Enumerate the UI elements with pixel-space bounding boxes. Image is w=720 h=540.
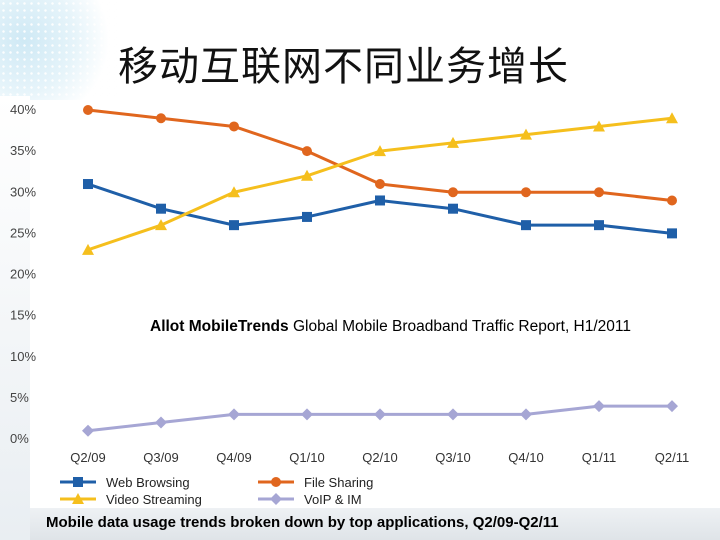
data-point-voip-im <box>155 416 167 429</box>
data-point-video-streaming <box>301 169 313 181</box>
data-point-web-browsing <box>521 220 531 231</box>
y-tick-label: 5% <box>10 390 29 405</box>
slide-title: 移动互联网不同业务增长 <box>118 44 569 90</box>
chart-series <box>82 105 678 437</box>
data-point-web-browsing <box>83 179 93 190</box>
y-tick-label: 20% <box>10 267 36 282</box>
x-tick-label: Q2/10 <box>362 450 397 465</box>
x-tick-label: Q4/09 <box>216 450 251 465</box>
data-point-web-browsing <box>375 195 385 206</box>
y-tick-label: 40% <box>10 102 36 117</box>
data-point-file-sharing <box>594 187 604 198</box>
x-axis-ticks: Q2/09 Q3/09 Q4/09 Q1/10 Q2/10 Q3/10 Q4/10 Q1/11… <box>70 450 689 465</box>
data-point-voip-im <box>593 400 605 413</box>
data-point-file-sharing <box>229 121 239 132</box>
legend-marker-file-sharing <box>271 477 281 487</box>
data-point-video-streaming <box>82 243 94 255</box>
data-point-voip-im <box>520 408 532 421</box>
left-border-strip <box>0 96 30 540</box>
data-point-file-sharing <box>375 179 385 190</box>
data-point-voip-im <box>374 408 386 421</box>
data-point-voip-im <box>82 424 94 437</box>
x-tick-label: Q4/10 <box>508 450 543 465</box>
data-point-voip-im <box>447 408 459 421</box>
legend-marker-voip-im <box>270 493 282 505</box>
data-point-video-streaming <box>155 219 167 231</box>
x-tick-label: Q2/09 <box>70 450 105 465</box>
data-point-file-sharing <box>302 146 312 157</box>
data-point-file-sharing <box>156 113 166 124</box>
data-point-file-sharing <box>521 187 531 198</box>
data-point-file-sharing <box>448 187 458 198</box>
data-point-voip-im <box>666 400 678 413</box>
legend-marker-video-streaming <box>72 493 84 504</box>
data-point-video-streaming <box>520 128 532 140</box>
annotation-report-name: Global Mobile Broadband Traffic Report, … <box>288 318 632 335</box>
x-tick-label: Q1/11 <box>582 450 616 465</box>
caption-bar <box>30 508 720 540</box>
legend-label-voip-im: VoIP & IM <box>304 492 362 507</box>
data-point-web-browsing <box>229 220 239 231</box>
data-point-file-sharing <box>667 195 677 206</box>
y-tick-label: 0% <box>10 431 29 446</box>
data-point-video-streaming <box>593 120 605 132</box>
data-point-web-browsing <box>302 211 312 222</box>
y-tick-label: 35% <box>10 143 36 158</box>
x-tick-label: Q3/09 <box>143 450 178 465</box>
background-decoration <box>0 0 120 100</box>
source-annotation: Allot MobileTrends Global Mobile Broadba… <box>150 318 631 336</box>
legend-marker-web-browsing <box>73 477 83 487</box>
annotation-source-name: Allot MobileTrends <box>150 318 289 335</box>
x-tick-label: Q1/10 <box>289 450 324 465</box>
data-point-video-streaming <box>447 136 459 148</box>
y-tick-label: 15% <box>10 308 36 323</box>
data-point-video-streaming <box>228 186 240 198</box>
chart-legend: Web Browsing File Sharing Video Streaming V… <box>60 475 373 507</box>
legend-label-video-streaming: Video Streaming <box>106 492 202 507</box>
data-point-voip-im <box>228 408 240 421</box>
x-tick-label: Q2/11 <box>655 450 689 465</box>
y-tick-label: 10% <box>10 349 36 364</box>
data-point-voip-im <box>301 408 313 421</box>
y-tick-label: 30% <box>10 184 36 199</box>
data-point-web-browsing <box>156 203 166 214</box>
legend-label-file-sharing: File Sharing <box>304 475 373 490</box>
data-point-video-streaming <box>666 112 678 124</box>
data-point-web-browsing <box>667 228 677 239</box>
legend-label-web-browsing: Web Browsing <box>106 475 190 490</box>
data-point-web-browsing <box>448 203 458 214</box>
chart-caption: Mobile data usage trends broken down by … <box>46 514 559 531</box>
y-tick-label: 25% <box>10 225 36 240</box>
y-axis-ticks: 0% 5% 10% 15% 20% 25% 30% 35% 40% <box>10 102 36 446</box>
x-tick-label: Q3/10 <box>435 450 470 465</box>
data-point-file-sharing <box>83 105 93 115</box>
data-point-video-streaming <box>374 145 386 157</box>
data-point-web-browsing <box>594 220 604 231</box>
